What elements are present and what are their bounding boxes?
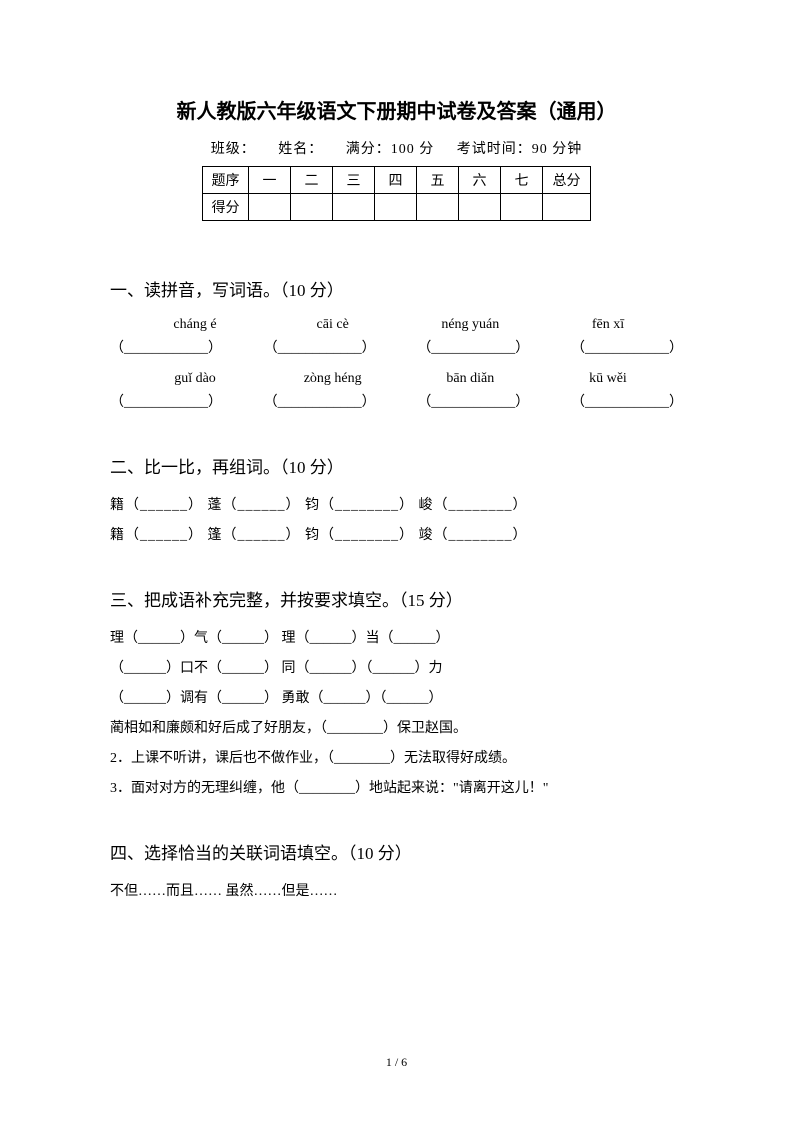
document-title: 新人教版六年级语文下册期中试卷及答案（通用） — [110, 95, 683, 124]
blank-row: （____________） （____________） （_________… — [110, 337, 683, 357]
fullmark-label: 满分：100 分 — [346, 142, 435, 157]
question-line: （______）调有（______） 勇敢（______）（______） — [110, 687, 683, 707]
cell-blank — [333, 194, 375, 221]
exam-info: 班级： 姓名： 满分：100 分 考试时间：90 分钟 — [110, 138, 683, 158]
col-header: 一 — [249, 167, 291, 194]
pinyin-item: kū wěi — [553, 371, 663, 387]
answer-blank: （____________） — [417, 391, 529, 411]
answer-blank: （____________） — [264, 337, 376, 357]
section-heading: 二、比一比，再组词。（10 分） — [110, 453, 683, 478]
section-heading: 三、把成语补充完整，并按要求填空。（15 分） — [110, 586, 683, 611]
section-heading: 四、选择恰当的关联词语填空。（10 分） — [110, 839, 683, 864]
pinyin-item: néng yuán — [415, 317, 525, 333]
section-3: 三、把成语补充完整，并按要求填空。（15 分） 理（______）气（_____… — [110, 586, 683, 797]
pinyin-item: guǐ dào — [140, 371, 250, 387]
blank-row: （____________） （____________） （_________… — [110, 391, 683, 411]
col-header: 四 — [375, 167, 417, 194]
section-1: 一、读拼音，写词语。（10 分） cháng é cāi cè néng yuá… — [110, 276, 683, 411]
answer-blank: （____________） — [571, 337, 683, 357]
pinyin-item: bān diǎn — [415, 371, 525, 387]
pinyin-item: cāi cè — [278, 317, 388, 333]
cell-blank — [501, 194, 543, 221]
question-line: 蔺相如和廉颇和好后成了好朋友，（________）保卫赵国。 — [110, 717, 683, 737]
pinyin-item: fēn xī — [553, 317, 663, 333]
pinyin-row: guǐ dào zòng héng bān diǎn kū wěi — [110, 371, 683, 387]
time-label: 考试时间：90 分钟 — [457, 142, 583, 157]
pinyin-row: cháng é cāi cè néng yuán fēn xī — [110, 317, 683, 333]
answer-blank: （____________） — [264, 391, 376, 411]
pinyin-item: cháng é — [140, 317, 250, 333]
section-4: 四、选择恰当的关联词语填空。（10 分） 不但……而且…… 虽然……但是…… — [110, 839, 683, 900]
name-label: 姓名： — [278, 142, 323, 157]
col-header: 二 — [291, 167, 333, 194]
table-row: 题序 一 二 三 四 五 六 七 总分 — [203, 167, 591, 194]
cell-blank — [249, 194, 291, 221]
col-header: 六 — [459, 167, 501, 194]
question-line: 籍（______） 蓬（______） 钧（________） 峻（______… — [110, 494, 683, 514]
answer-blank: （____________） — [571, 391, 683, 411]
answer-blank: （____________） — [417, 337, 529, 357]
question-line: （______）口不（______） 同（______）（______）力 — [110, 657, 683, 677]
cell-blank — [291, 194, 333, 221]
question-line: 3．面对对方的无理纠缠，他（________）地站起来说："请离开这儿！" — [110, 777, 683, 797]
cell-blank — [459, 194, 501, 221]
page-number: 1 / 6 — [0, 1055, 793, 1070]
cell-blank — [375, 194, 417, 221]
question-line: 籍（______） 篷（______） 钧（________） 竣（______… — [110, 524, 683, 544]
question-line: 理（______）气（______） 理（______）当（______） — [110, 627, 683, 647]
pinyin-item: zòng héng — [278, 371, 388, 387]
row-label: 得分 — [203, 194, 249, 221]
cell-blank — [417, 194, 459, 221]
col-header: 五 — [417, 167, 459, 194]
answer-blank: （____________） — [110, 391, 222, 411]
score-table: 题序 一 二 三 四 五 六 七 总分 得分 — [202, 166, 591, 221]
question-line: 2．上课不听讲，课后也不做作业，（________）无法取得好成绩。 — [110, 747, 683, 767]
question-line: 不但……而且…… 虽然……但是…… — [110, 880, 683, 900]
cell-blank — [543, 194, 591, 221]
total-header: 总分 — [543, 167, 591, 194]
row-label: 题序 — [203, 167, 249, 194]
col-header: 七 — [501, 167, 543, 194]
section-heading: 一、读拼音，写词语。（10 分） — [110, 276, 683, 301]
table-row: 得分 — [203, 194, 591, 221]
class-label: 班级： — [211, 142, 256, 157]
col-header: 三 — [333, 167, 375, 194]
answer-blank: （____________） — [110, 337, 222, 357]
section-2: 二、比一比，再组词。（10 分） 籍（______） 蓬（______） 钧（_… — [110, 453, 683, 544]
